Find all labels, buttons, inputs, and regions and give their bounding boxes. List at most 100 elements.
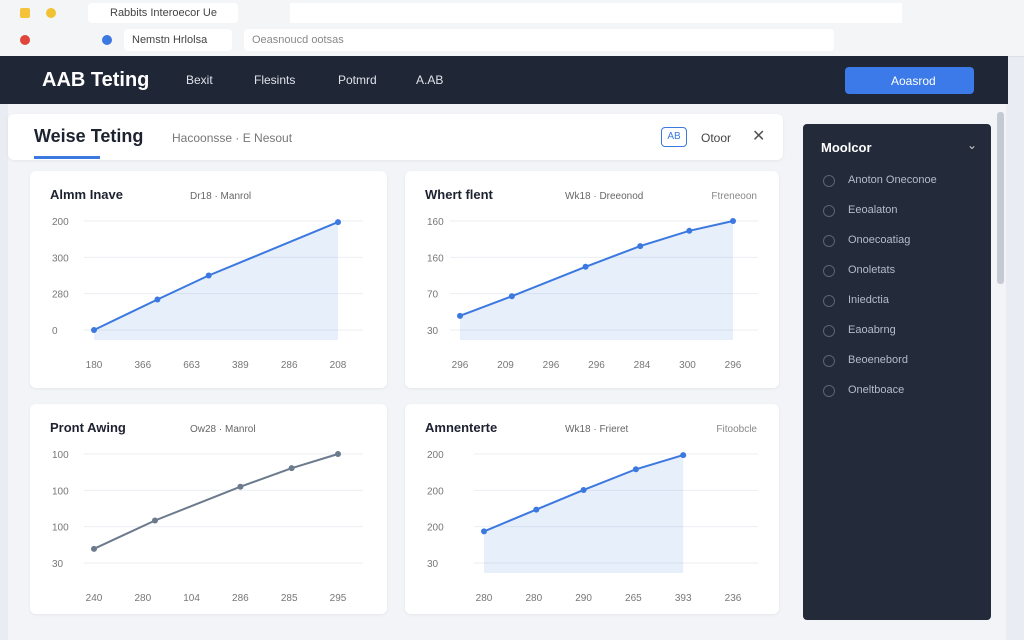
y-label: 300 <box>52 253 69 264</box>
chart-card: Whert flent Wk18 · Dreeonod Ftreneoon 160 16… <box>405 171 779 388</box>
badge: AB <box>661 127 687 147</box>
sidebar-item[interactable]: Iniedctia <box>848 294 889 306</box>
sidebar-item[interactable]: Eeoalaton <box>848 204 898 216</box>
tab-title: Rabbits Interoecor Ue <box>110 7 217 19</box>
item-icon <box>823 295 835 307</box>
nav-item[interactable]: Flesints <box>254 73 296 87</box>
chart: Pront Awing Ow28 · Manrol 100 100 100 30 240 28… <box>50 420 363 604</box>
chart-note: Fitoobcle <box>716 424 757 435</box>
chart-subtitle: Wk18 · Frieret <box>565 424 629 435</box>
x-label: 300 <box>679 360 696 371</box>
bookmark[interactable]: Nemstn Hrlolsa <box>124 29 232 51</box>
point <box>152 517 158 524</box>
x-label: 236 <box>725 593 742 604</box>
sidebar: Moolcor ⌄ Anoton Oneconoe Eeoalaton Onoeco… <box>803 124 991 620</box>
sidebar-title: Moolcor <box>821 140 872 155</box>
address: Oeasnoucd ootsas <box>252 34 344 46</box>
y-label: 200 <box>52 217 69 228</box>
nav-item[interactable]: A.AB <box>416 73 444 87</box>
x-label: 104 <box>183 593 200 604</box>
nav-item[interactable]: Potmrd <box>338 73 377 87</box>
item-icon <box>823 205 835 217</box>
y-label: 30 <box>52 559 64 570</box>
close-icon[interactable]: ✕ <box>752 128 766 145</box>
sidebar-item[interactable]: Beoenebord <box>848 354 908 366</box>
y-label: 160 <box>427 253 444 264</box>
x-label: 393 <box>675 593 692 604</box>
logo[interactable]: AAB Teting <box>42 69 150 91</box>
bookmark-label: Nemstn Hrlolsa <box>132 34 208 46</box>
point <box>680 452 687 459</box>
line <box>93 453 339 550</box>
primary-button[interactable]: Aoasrod <box>845 67 974 94</box>
x-label: 295 <box>330 593 347 604</box>
button-label: Aoasrod <box>891 74 936 88</box>
chart-title: Almm Inave <box>50 187 123 202</box>
tab[interactable]: Rabbits Interoecor Ue <box>88 3 238 23</box>
line <box>459 220 734 317</box>
sidebar-item[interactable]: Onoecoatiag <box>848 234 911 246</box>
point <box>508 293 515 300</box>
y-label: 30 <box>427 326 439 337</box>
icon <box>102 35 112 45</box>
x-label: 265 <box>625 593 642 604</box>
chart-title: Whert flent <box>425 187 494 202</box>
x-label: 296 <box>725 360 742 371</box>
y-label: 160 <box>427 217 444 228</box>
area <box>484 455 684 573</box>
x-label: 663 <box>183 360 200 371</box>
y-label: 200 <box>427 523 444 534</box>
chart-title: Pront Awing <box>50 420 126 435</box>
x-label: 296 <box>588 360 605 371</box>
panel-action[interactable]: Otoor <box>701 131 732 145</box>
icon <box>46 8 56 18</box>
x-label: 296 <box>543 360 560 371</box>
sidebar-item[interactable]: Onoletats <box>848 264 896 276</box>
chart: Almm Inave Dr18 · Manrol 200 300 280 0 180 366 6… <box>50 187 363 371</box>
x-label: 280 <box>525 593 542 604</box>
point <box>481 528 487 535</box>
area <box>94 222 338 340</box>
x-label: 284 <box>634 360 651 371</box>
sidebar-item[interactable]: Oneltboace <box>848 384 905 396</box>
browser-chrome: Rabbits Interoecor Ue Nemstn Hrlolsa Oea… <box>0 0 1024 57</box>
x-label: 208 <box>330 360 347 371</box>
address-bar[interactable]: Oeasnoucd ootsas <box>244 29 834 51</box>
point <box>154 296 161 303</box>
x-label: 286 <box>232 593 249 604</box>
chart-note: Ftreneoon <box>711 191 757 202</box>
chart-subtitle: Wk18 · Dreeonod <box>565 191 643 202</box>
app-header: AAB Teting Bexit Flesints Potmrd A.AB Aoasr… <box>0 56 1008 104</box>
chart: Amnenterte Wk18 · Frieret Fitoobcle 200 200 2… <box>425 420 758 604</box>
item-icon <box>823 355 835 367</box>
sidebar-item[interactable]: Eaoabrng <box>848 324 896 336</box>
point <box>457 312 463 319</box>
item-icon <box>823 385 835 397</box>
item-icon <box>823 325 835 337</box>
y-label: 200 <box>427 486 444 497</box>
sidebar-item[interactable]: Anoton Oneconoe <box>848 174 937 186</box>
tab-underline <box>34 156 100 159</box>
x-label: 180 <box>86 360 103 371</box>
nav-item[interactable]: Bexit <box>186 73 213 87</box>
point <box>288 465 295 472</box>
x-label: 280 <box>476 593 493 604</box>
point <box>632 466 639 473</box>
line <box>93 221 339 331</box>
chart-card: Almm Inave Dr18 · Manrol 200 300 280 0 180 366 6… <box>30 171 387 388</box>
point <box>91 327 97 333</box>
x-label: 296 <box>452 360 469 371</box>
x-label: 290 <box>575 593 592 604</box>
point <box>205 272 212 279</box>
item-icon <box>823 265 835 277</box>
chevron[interactable]: ⌄ <box>967 138 978 152</box>
y-label: 280 <box>52 290 69 301</box>
point <box>533 506 540 513</box>
point <box>582 263 589 270</box>
x-label: 389 <box>232 360 249 371</box>
x-label: 286 <box>281 360 298 371</box>
panel-header: Weise Teting Hacoonsse · E Nesout AB Oto… <box>8 114 783 160</box>
chart-title: Amnenterte <box>425 420 497 435</box>
item-icon <box>823 235 835 247</box>
y-label: 70 <box>427 290 439 301</box>
